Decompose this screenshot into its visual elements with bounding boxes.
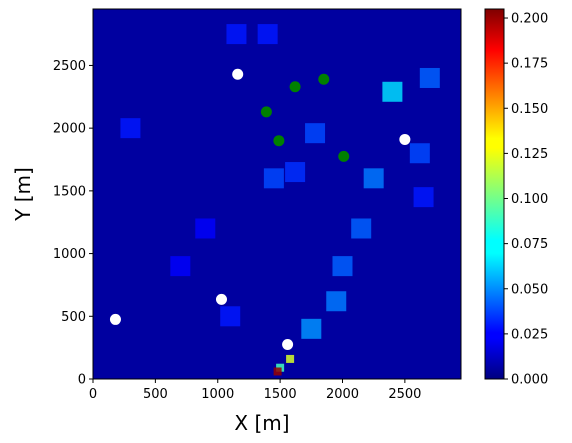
heatmap-hotspot	[301, 318, 322, 339]
heatmap-hotspot	[363, 168, 384, 189]
colorbar-tick-label: 0.075	[511, 237, 548, 252]
colorbar-tick-label: 0.150	[511, 102, 548, 117]
x-tick-label: 500	[143, 387, 168, 402]
heatmap-hotspot	[170, 256, 191, 277]
y-tick-label: 1500	[53, 184, 86, 199]
white-marker-point	[215, 293, 227, 305]
heatmap-hotspot	[263, 168, 284, 189]
colorbar-tick-label: 0.025	[511, 327, 548, 342]
colorbar-tick-label: 0.175	[511, 57, 548, 72]
heatmap-hotspot	[273, 367, 282, 376]
heatmap-hotspot	[382, 81, 403, 102]
x-axis-ticks: 0 500 1000 1500 2000 2500	[89, 379, 421, 402]
y-axis-label: Y [m]	[11, 167, 35, 222]
heatmap-hotspot	[220, 306, 241, 327]
heatmap-hotspot	[257, 24, 278, 45]
heatmap-hotspot	[285, 162, 306, 183]
heatmap-hotspot	[419, 67, 440, 88]
colorbar-tick-label: 0.125	[511, 147, 548, 162]
white-marker-point	[282, 339, 294, 351]
colorbar-tick-label: 0.050	[511, 282, 548, 297]
y-tick-label: 500	[61, 310, 86, 325]
heatmap-hotspot	[409, 143, 430, 164]
white-marker-point	[399, 133, 411, 145]
heatmap-hotspot	[351, 218, 372, 239]
x-tick-label: 1000	[201, 387, 234, 402]
hotspot-layer	[120, 24, 440, 376]
green-marker-point	[260, 106, 272, 118]
colorbar-ticks: 0.000 0.025 0.050 0.075 0.100 0.125 0.150 0.175…	[504, 12, 548, 388]
heatmap-hotspot	[286, 354, 295, 363]
heatmap-hotspot	[332, 256, 353, 277]
colorbar-tick-label: 0.100	[511, 192, 548, 207]
white-marker-point	[109, 313, 121, 325]
heatmap-background	[93, 9, 461, 379]
heatmap-hotspot	[305, 123, 326, 144]
white-marker-point	[232, 68, 244, 80]
plot-area	[93, 9, 461, 379]
green-marker-point	[273, 135, 285, 147]
x-tick-label: 0	[89, 387, 97, 402]
green-marker-point	[289, 81, 301, 93]
heatmap-hotspot	[226, 24, 247, 45]
x-axis-label: X [m]	[234, 411, 289, 435]
y-tick-label: 2000	[53, 122, 86, 137]
y-tick-label: 2500	[53, 59, 86, 74]
green-marker-point	[318, 73, 330, 85]
colorbar-tick-label: 0.200	[511, 12, 548, 27]
heatmap-hotspot	[413, 187, 434, 208]
heatmap-hotspot	[120, 118, 141, 139]
colorbar	[484, 8, 505, 380]
x-tick-label: 2000	[326, 387, 359, 402]
y-tick-label: 0	[78, 373, 86, 388]
heatmap-hotspot	[195, 218, 216, 239]
y-tick-label: 1000	[53, 247, 86, 262]
marker-layer	[109, 68, 411, 351]
x-tick-label: 2500	[388, 387, 421, 402]
green-marker-point	[338, 150, 350, 162]
plot-frame	[92, 8, 462, 380]
heatmap-hotspot	[326, 291, 347, 312]
x-tick-label: 1500	[264, 387, 297, 402]
colorbar-tick-label: 0.000	[511, 373, 548, 388]
y-axis-ticks: 0 500 1000 1500 2000 2500	[53, 59, 93, 388]
